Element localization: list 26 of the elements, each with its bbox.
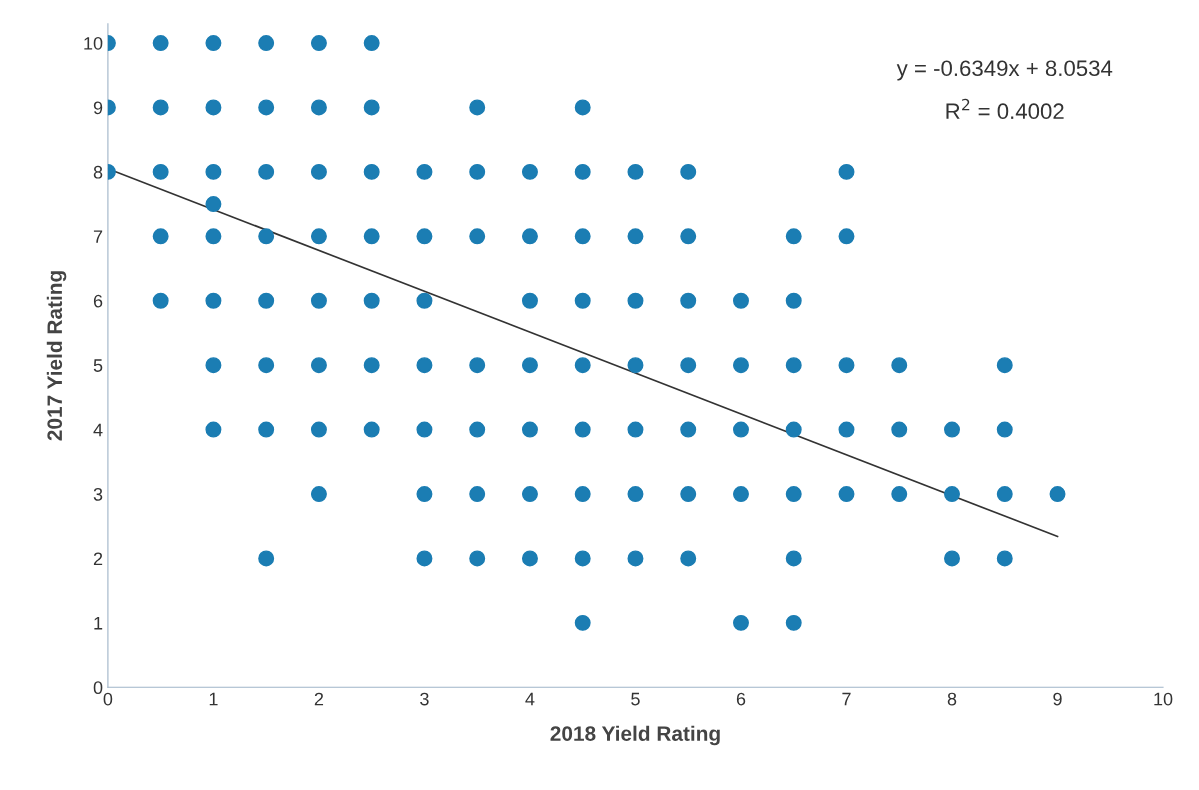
- y-tick-label: 5: [93, 359, 103, 372]
- x-tick-label: 10: [1154, 692, 1173, 706]
- x-tick-label: 4: [525, 692, 535, 706]
- x-tick-label: 7: [842, 692, 851, 706]
- x-tick-label: 6: [736, 692, 746, 706]
- x-tick-label: 3: [420, 692, 429, 706]
- x-tick-label: 5: [631, 692, 640, 706]
- x-tick-label: 8: [947, 692, 957, 706]
- y-tick-label: 8: [93, 165, 103, 179]
- y-tick-label: 3: [93, 487, 103, 501]
- x-tick-label: 2: [314, 692, 324, 706]
- y-tick-label: 7: [93, 230, 103, 243]
- y-axis-title: 2017 Yield Rating: [46, 271, 67, 441]
- y-tick-label: 10: [84, 36, 103, 50]
- y-tick-label: 0: [93, 681, 103, 695]
- x-axis-title: 2018 Yield Rating: [550, 725, 720, 746]
- annotation: R$^{2}$ = 0.4002: [946, 98, 1064, 120]
- y-tick-label: 4: [93, 423, 103, 437]
- annotation: y = -0.6349x + 8.0534: [896, 60, 1113, 81]
- y-tick-label: 1: [94, 616, 103, 630]
- y-tick-label: 2: [93, 552, 103, 565]
- x-tick-label: 9: [1053, 692, 1062, 706]
- x-tick-label: 0: [103, 692, 113, 706]
- x-tick-label: 1: [209, 692, 218, 706]
- y-tick-label: 9: [93, 101, 103, 115]
- y-tick-label: 6: [93, 294, 103, 308]
